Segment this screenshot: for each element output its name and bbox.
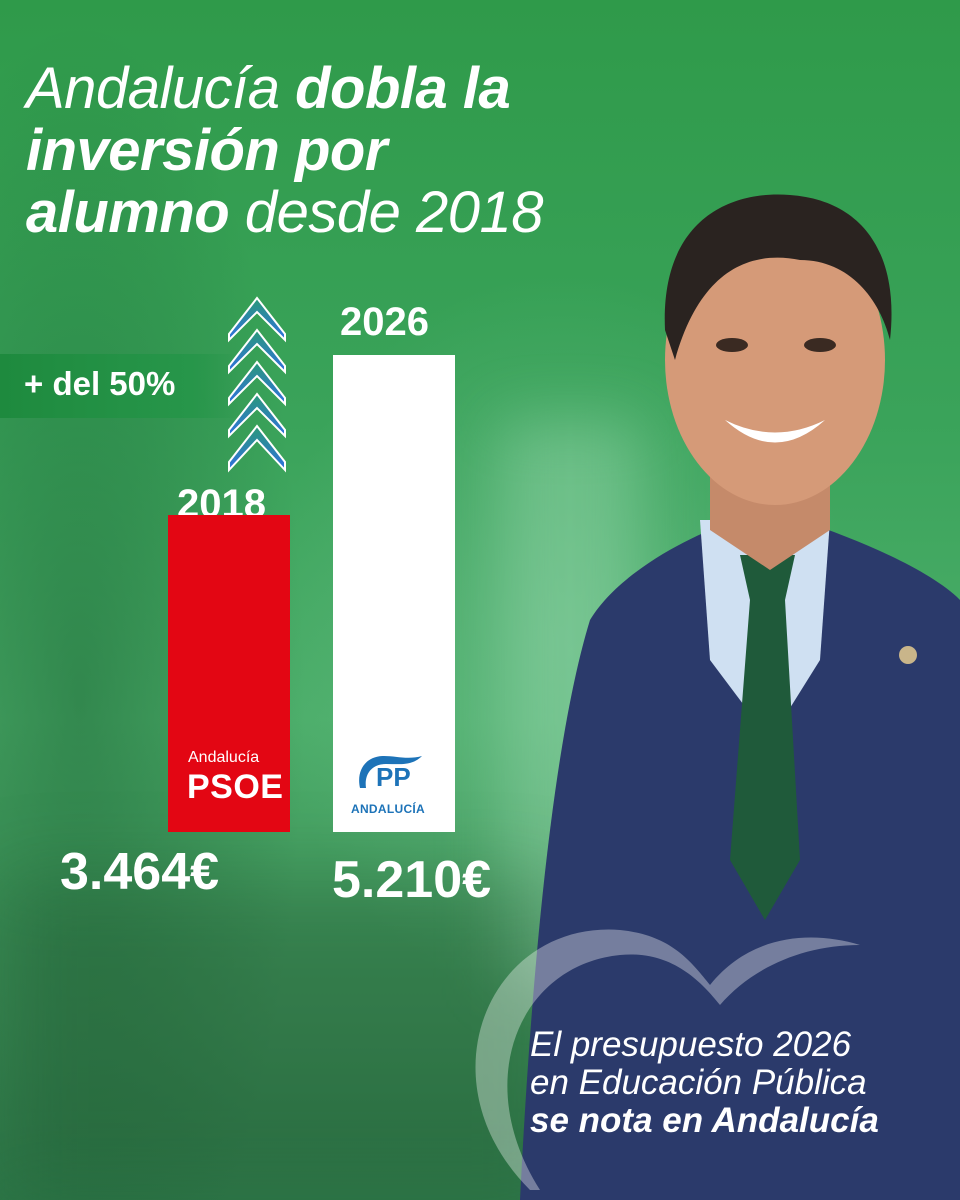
increase-label: + del 50%	[24, 365, 176, 402]
psoe-region-label: Andalucía	[188, 749, 260, 766]
bar-2018	[168, 515, 290, 832]
year-label-2026: 2026	[340, 300, 429, 344]
svg-text:PP: PP	[376, 762, 411, 792]
eye-left	[716, 338, 748, 352]
tie	[730, 555, 800, 920]
hair	[664, 194, 892, 360]
headline: Andalucía dobla la inversión por alumno de…	[26, 56, 544, 245]
face	[665, 215, 885, 505]
background-dark-blur	[0, 880, 560, 1200]
value-label-2026: 5.210€	[332, 851, 492, 909]
person-photo	[520, 194, 960, 1200]
tagline: El presupuesto 2026 en Educación Pública s…	[530, 1025, 879, 1140]
psoe-logo-text: PSOE	[187, 768, 284, 806]
bar-2026	[333, 355, 455, 832]
value-label-2018: 3.464€	[60, 843, 220, 901]
pp-logo-icon: PP	[359, 756, 422, 792]
eye-right	[804, 338, 836, 352]
increase-band	[0, 354, 240, 418]
smile	[725, 420, 825, 443]
chevron-up-stack-icon	[228, 296, 286, 473]
pp-region-label: ANDALUCÍA	[351, 802, 426, 816]
lapel-pin	[899, 646, 917, 664]
seagull-icon	[475, 929, 860, 1190]
